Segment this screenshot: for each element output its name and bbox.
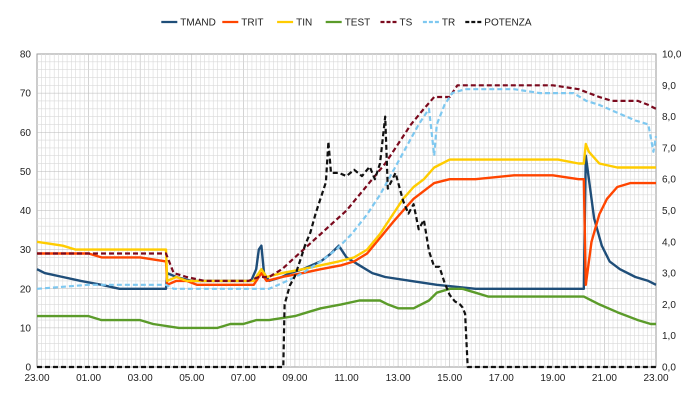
- x-tick-label: 09.00: [282, 373, 307, 384]
- series-line-tr: [36, 88, 658, 290]
- legend-label: TR: [442, 18, 455, 29]
- legend: TMAND TRIT TIN TEST TS TR POTENZA: [161, 18, 532, 29]
- axes: 0 10 20 30 40 50 60 70 80 0,0 1,0 2,0 3,0 4,0 5,0 6,0 7,…: [20, 50, 682, 385]
- y-left-tick-label: 10: [20, 323, 32, 334]
- series-line-tin: [36, 142, 656, 283]
- legend-label: TS: [400, 18, 413, 29]
- y-right-tick-label: 8,0: [662, 112, 676, 123]
- x-tick-label: 13.00: [386, 373, 411, 384]
- legend-item-tr: TR: [422, 18, 455, 29]
- legend-item-tin: TIN: [277, 18, 312, 29]
- legend-item-ts: TS: [380, 18, 413, 29]
- series-line-ts: [37, 84, 657, 282]
- x-tick-label: 23.00: [643, 373, 668, 384]
- y-left-tick-label: 30: [20, 245, 32, 256]
- x-tick-label: 05.00: [179, 373, 204, 384]
- series-lines: [36, 84, 658, 369]
- legend-item-test: TEST: [325, 18, 371, 29]
- y-left-tick-label: 70: [20, 89, 32, 100]
- y-right-tick-label: 4,0: [662, 237, 676, 248]
- y-right-tick-label: 6,0: [662, 175, 676, 186]
- y-right-tick-label: 1,0: [662, 331, 676, 342]
- x-tick-label: 15.00: [437, 373, 462, 384]
- y-left-tick-label: 40: [20, 206, 32, 217]
- series-line-test: [37, 287, 656, 330]
- legend-label: TRIT: [241, 18, 263, 29]
- y-left-tick-label: 60: [20, 128, 32, 139]
- y-left-tick-label: 80: [20, 50, 32, 61]
- x-tick-label: 03.00: [128, 373, 153, 384]
- x-tick-label: 23.00: [24, 373, 49, 384]
- y-right-tick-label: 10,0: [662, 50, 682, 61]
- y-right-tick-label: 9,0: [662, 81, 676, 92]
- y-right-tick-label: 7,0: [662, 143, 676, 154]
- x-tick-label: 11.00: [334, 373, 359, 384]
- legend-item-potenza: POTENZA: [465, 18, 532, 29]
- x-tick-label: 19.00: [540, 373, 565, 384]
- legend-label: TEST: [345, 18, 371, 29]
- legend-label: TMAND: [180, 18, 216, 29]
- x-tick-label: 07.00: [231, 373, 256, 384]
- grid: [36, 53, 657, 368]
- legend-item-tmand: TMAND: [161, 18, 216, 29]
- y-right-tick-label: 3,0: [662, 269, 676, 280]
- legend-label: POTENZA: [484, 18, 532, 29]
- x-tick-label: 17.00: [489, 373, 514, 384]
- series-line-trit: [37, 174, 656, 286]
- y-left-tick-label: 0: [25, 363, 31, 374]
- y-left-tick-label: 50: [20, 167, 32, 178]
- x-tick-label: 21.00: [592, 373, 617, 384]
- series-line-potenza: [37, 115, 656, 369]
- y-right-tick-label: 5,0: [662, 206, 676, 217]
- legend-label: TIN: [296, 18, 312, 29]
- x-tick-label: 01.00: [76, 373, 101, 384]
- y-right-tick-label: 2,0: [662, 300, 676, 311]
- y-left-tick-label: 20: [20, 284, 32, 295]
- legend-item-trit: TRIT: [222, 18, 264, 29]
- y-right-tick-label: 0,0: [662, 363, 676, 374]
